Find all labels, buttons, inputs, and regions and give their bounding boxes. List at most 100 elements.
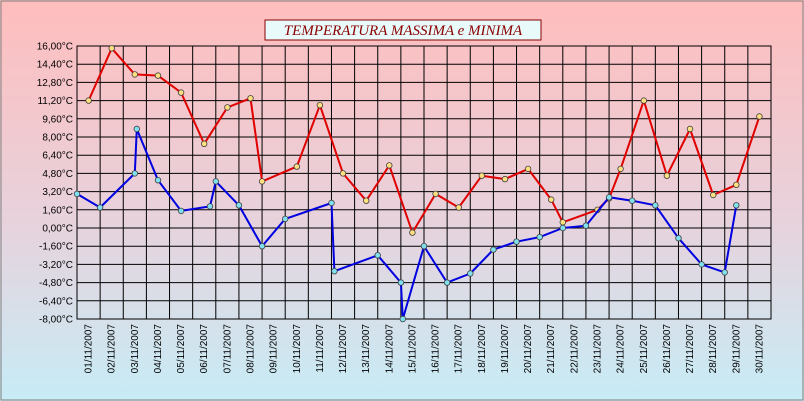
chart-title-box: TEMPERATURA MASSIMA e MINIMA: [264, 19, 542, 41]
data-point: [455, 204, 462, 211]
data-point: [235, 202, 243, 209]
data-point: [131, 170, 138, 177]
x-tick-label: 07/11/2007: [222, 324, 233, 374]
x-tick-label: 02/11/2007: [107, 324, 118, 374]
data-point: [258, 178, 266, 185]
data-point: [258, 242, 266, 250]
y-tick-label: 6,40°C: [42, 151, 73, 162]
data-point: [721, 269, 728, 276]
data-point: [293, 163, 300, 170]
x-tick-label: 25/11/2007: [639, 324, 650, 374]
data-point: [629, 197, 636, 204]
x-tick-label: 12/11/2007: [338, 324, 349, 374]
y-tick-label: 0,00°C: [42, 224, 73, 235]
x-tick-label: 29/11/2007: [731, 324, 742, 374]
data-point: [420, 242, 428, 250]
data-point: [386, 162, 393, 169]
data-point: [559, 219, 566, 226]
x-axis-ticks: 01/11/2007 02/11/2007 03/11/2007 04/11/2007…: [84, 324, 766, 374]
chart-title: TEMPERATURA MASSIMA e MINIMA: [284, 23, 523, 39]
y-tick-label: 14,40°C: [37, 60, 73, 71]
series-1: [73, 125, 740, 323]
y-tick-label: -3,20°C: [39, 260, 73, 271]
data-point: [536, 233, 543, 241]
data-point: [282, 215, 289, 223]
data-point: [131, 71, 138, 78]
data-point: [501, 175, 509, 183]
x-tick-label: 13/11/2007: [361, 324, 372, 374]
x-tick-label: 09/11/2007: [269, 324, 280, 374]
data-point: [686, 125, 694, 133]
data-point: [108, 45, 115, 52]
data-point: [363, 197, 370, 204]
x-tick-label: 18/11/2007: [477, 324, 488, 374]
x-tick-label: 03/11/2007: [130, 324, 141, 374]
y-tick-label: 8,00°C: [42, 133, 73, 144]
series-layer: [73, 45, 763, 323]
data-point: [154, 176, 162, 184]
x-tick-label: 30/11/2007: [754, 324, 765, 374]
x-tick-label: 15/11/2007: [407, 324, 418, 374]
data-point: [96, 204, 104, 211]
data-point: [177, 207, 185, 215]
data-point: [339, 170, 347, 177]
x-tick-label: 28/11/2007: [708, 324, 719, 374]
data-point: [328, 199, 335, 207]
data-point: [478, 172, 485, 179]
x-tick-label: 22/11/2007: [569, 324, 580, 374]
x-tick-label: 20/11/2007: [523, 324, 534, 374]
data-point: [73, 190, 81, 198]
grid: [76, 45, 772, 320]
y-tick-label: -4,80°C: [39, 278, 73, 289]
y-axis-ticks: 16,00°C 14,40°C 12,80°C 11,20°C 9,60°C 8,00°C…: [37, 42, 73, 326]
data-point: [432, 190, 439, 198]
data-point: [200, 140, 208, 147]
data-point: [559, 224, 566, 232]
data-point: [640, 97, 647, 104]
data-point: [316, 101, 324, 109]
y-tick-label: 1,60°C: [42, 205, 73, 216]
data-point: [409, 229, 416, 236]
x-tick-label: 24/11/2007: [616, 324, 627, 374]
data-point: [513, 238, 520, 245]
y-tick-label: -8,00°C: [39, 315, 73, 326]
x-tick-label: 14/11/2007: [384, 324, 395, 374]
data-point: [548, 196, 555, 203]
x-tick-label: 08/11/2007: [246, 324, 257, 374]
x-tick-label: 23/11/2007: [593, 324, 604, 374]
data-point: [582, 222, 590, 229]
x-tick-label: 16/11/2007: [431, 324, 442, 374]
data-point: [710, 191, 717, 199]
data-point: [247, 95, 254, 102]
y-tick-label: 4,80°C: [42, 169, 73, 180]
y-tick-label: 16,00°C: [37, 42, 73, 53]
data-point: [397, 279, 405, 286]
data-point: [675, 234, 682, 242]
y-tick-label: 9,60°C: [42, 114, 73, 125]
x-tick-label: 26/11/2007: [662, 324, 673, 374]
data-point: [605, 194, 613, 201]
data-point: [756, 113, 763, 120]
data-point: [133, 125, 140, 133]
title-box: [264, 19, 542, 41]
x-tick-label: 06/11/2007: [199, 324, 210, 374]
data-point: [85, 97, 92, 104]
data-point: [206, 203, 214, 210]
data-point: [652, 202, 659, 209]
x-tick-label: 19/11/2007: [500, 324, 511, 374]
data-point: [663, 172, 671, 179]
y-tick-label: 12,80°C: [37, 78, 73, 89]
data-point: [733, 202, 740, 209]
data-point: [733, 181, 740, 188]
x-tick-label: 04/11/2007: [153, 324, 164, 374]
data-point: [331, 268, 338, 275]
data-point: [177, 89, 185, 96]
y-tick-label: 3,20°C: [42, 187, 73, 198]
data-point: [524, 165, 532, 173]
y-tick-label: -6,40°C: [39, 296, 73, 307]
data-point: [490, 246, 497, 253]
x-tick-label: 05/11/2007: [176, 324, 187, 374]
x-tick-label: 27/11/2007: [685, 324, 696, 374]
